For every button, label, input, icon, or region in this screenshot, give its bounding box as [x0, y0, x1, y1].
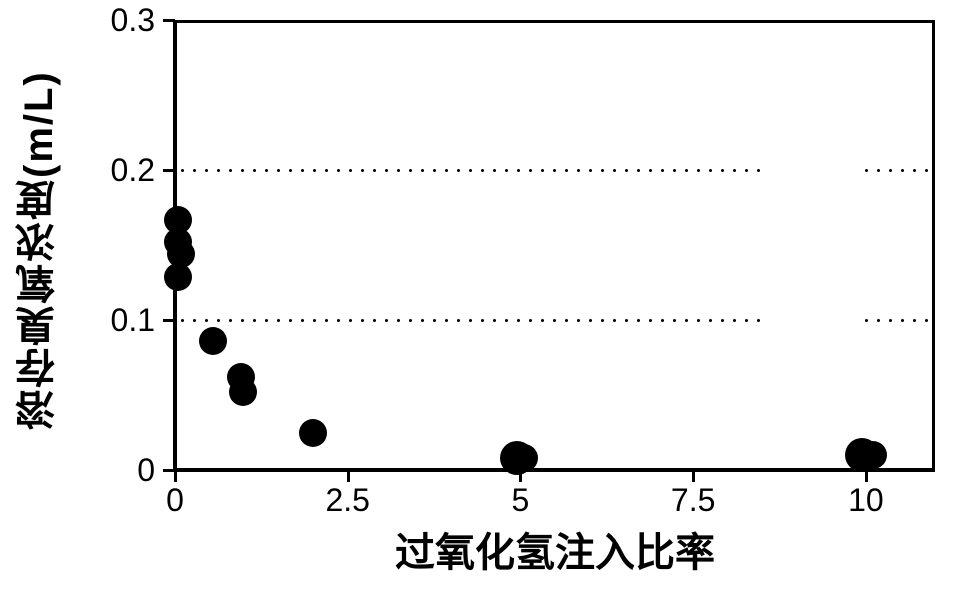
- plot-area: [175, 20, 935, 470]
- x-tick-label: 5: [480, 482, 560, 519]
- x-tick: [347, 470, 350, 482]
- y-tick-label: 0: [75, 452, 155, 489]
- data-point: [164, 263, 192, 291]
- data-point: [199, 327, 227, 355]
- scatter-chart: 溶存臭氧浓度(m/L) 过氧化氢注入比率 02.557.51000.10.20.…: [0, 0, 966, 604]
- data-point: [229, 378, 257, 406]
- y-tick: [163, 19, 175, 22]
- y-tick-label: 0.2: [75, 152, 155, 189]
- x-tick-label: 2.5: [308, 482, 388, 519]
- y-axis-title: 溶存臭氧浓度(m/L): [10, 30, 68, 470]
- y-tick: [163, 469, 175, 472]
- x-tick-label: 7.5: [653, 482, 733, 519]
- x-axis-title: 过氧化氢注入比率: [335, 520, 775, 578]
- grid-line: [175, 169, 935, 171]
- x-tick-label: 10: [826, 482, 906, 519]
- grid-line: [175, 319, 935, 321]
- data-point: [299, 419, 327, 447]
- y-tick-label: 0.3: [75, 2, 155, 39]
- data-point: [510, 444, 538, 472]
- x-axis-line: [175, 468, 935, 472]
- y-axis-label-text: 溶存臭氧浓度: [16, 178, 61, 430]
- x-tick: [692, 470, 695, 482]
- y-axis-unit: (m/L): [17, 70, 61, 178]
- y-tick: [163, 169, 175, 172]
- data-point: [859, 441, 887, 469]
- y-tick-label: 0.1: [75, 302, 155, 339]
- y-tick: [163, 319, 175, 322]
- x-tick: [865, 470, 868, 482]
